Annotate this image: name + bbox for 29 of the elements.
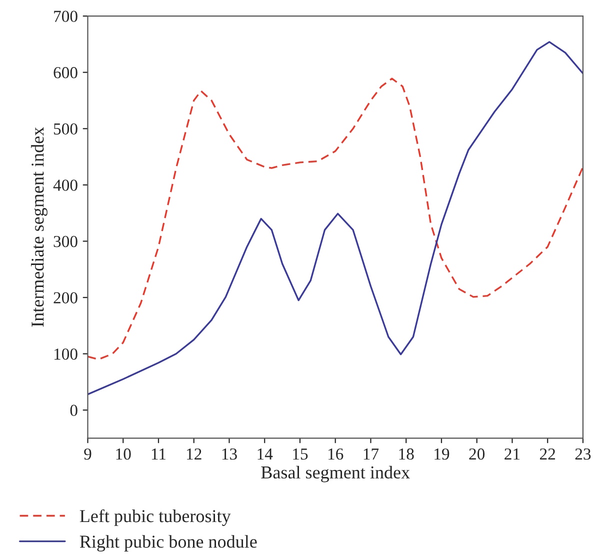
x-tick-label: 23	[575, 448, 591, 460]
x-tick-label: 11	[152, 448, 166, 460]
x-tick-label: 19	[434, 448, 450, 460]
y-tick-label: 300	[54, 236, 78, 248]
x-axis-title: Basal segment index	[261, 466, 410, 482]
x-tick-label: 20	[469, 448, 485, 460]
y-tick-label: 100	[54, 348, 78, 360]
legend-label: Left pubic tuberosity	[80, 509, 231, 526]
y-axis-title: Intermediate segment index	[31, 127, 48, 327]
x-tick-label: 17	[364, 448, 379, 460]
y-tick-label: 400	[53, 180, 78, 191]
y-tick-label: 700	[54, 10, 78, 22]
x-tick-label: 9	[84, 448, 92, 460]
x-tick-label: 10	[116, 448, 131, 460]
x-tick-label: 15	[293, 448, 308, 460]
x-tick-label: 18	[399, 448, 414, 460]
line-series	[88, 78, 583, 360]
line-series	[88, 41, 583, 396]
y-tick-label: 200	[54, 292, 78, 304]
x-tick-label: 16	[328, 448, 344, 460]
y-tick-label: 500	[54, 123, 78, 135]
y-tick-label: 600	[54, 67, 78, 78]
x-tick-label: 21	[504, 448, 520, 460]
legend-label: Right pubic bone nodule	[80, 535, 257, 552]
x-tick-label: 12	[187, 448, 202, 460]
x-tick-label: 22	[540, 448, 556, 460]
y-tick-label: 0	[70, 404, 78, 416]
x-tick-label: 13	[222, 448, 237, 460]
x-tick-label: 14	[258, 448, 273, 460]
